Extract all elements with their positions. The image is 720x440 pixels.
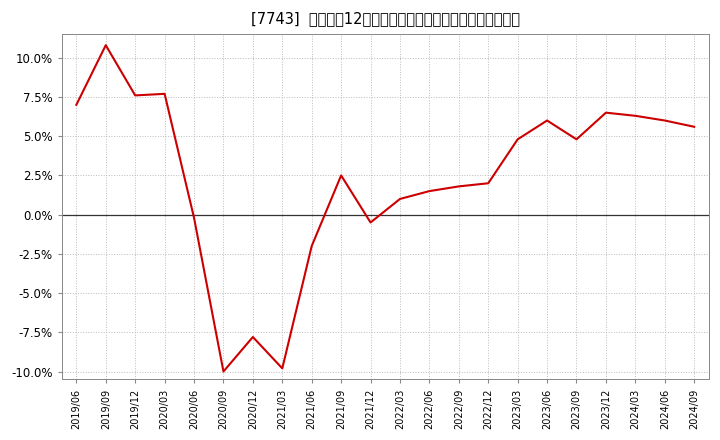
Title: [7743]  売上高の12か月移動合計の対前年同期増減率の推移: [7743] 売上高の12か月移動合計の対前年同期増減率の推移 [251,11,520,26]
